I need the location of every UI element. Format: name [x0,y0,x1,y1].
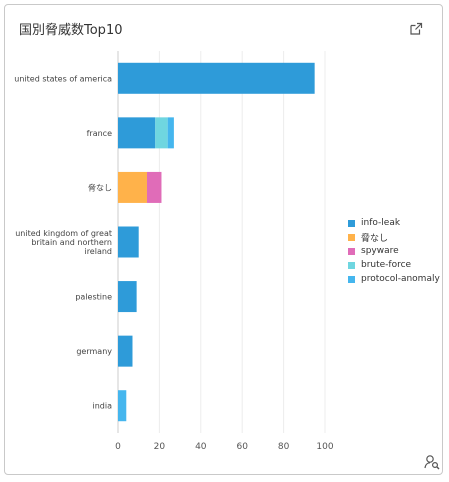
external-link-icon[interactable] [408,21,424,37]
y-category-label: india [93,402,113,411]
x-tick-label: 20 [154,442,166,452]
legend-swatch [348,275,355,283]
bar-segment-info-leak [118,117,156,149]
legend-swatch [348,261,355,269]
card-title: 国別脅威数Top10 [19,23,123,38]
legend-item[interactable]: protocol-anomaly [348,272,440,286]
y-category-label: united states of america [14,74,112,83]
x-tick-label: 40 [195,442,207,452]
bar-segment-brute-force [155,117,168,149]
y-category-label: france [87,129,112,138]
legend-swatch [348,233,355,241]
bar-chart: 0 20 40 60 80 100 united states of america fran… [14,51,334,452]
chart-legend: info-leak 脅なし spyware brute-force protocol-a… [348,216,440,286]
bar-segment-spyware [146,171,162,203]
legend-swatch [348,219,355,227]
y-category-label: 脅なし [88,182,112,192]
legend-item[interactable]: brute-force [348,258,440,272]
legend-label: info-leak [361,218,401,228]
legend-label: spyware [361,246,399,256]
x-tick-label: 100 [316,442,333,452]
chart-card: 国別脅威数Top10 0 20 40 60 80 100 united states of … [4,4,443,475]
legend-swatch [348,247,355,255]
legend-item[interactable]: 脅なし [348,230,440,244]
bar-segment-info-leak [118,226,139,258]
legend-item[interactable]: info-leak [348,216,440,230]
legend-label: protocol-anomaly [361,274,440,284]
legend-label: brute-force [361,260,412,270]
bar-segment-info-leak [118,281,137,313]
legend-label: 脅なし [361,233,389,244]
y-category-label: germany [76,347,112,356]
user-search-icon[interactable] [424,454,440,470]
bar-segment-protocol-anomaly [167,117,174,149]
bar-segment-protocol-anomaly [118,390,127,422]
y-category-label: palestine [75,293,112,302]
legend-item[interactable]: spyware [348,244,440,258]
x-tick-label: 0 [115,442,121,452]
bar-segment-info-leak [118,62,315,94]
y-category-label: united kingdom of great britain and north… [15,229,112,256]
bar-segment-info-leak [118,335,133,367]
x-tick-label: 80 [278,442,290,452]
x-tick-label: 60 [236,442,248,452]
bar-segment-脅なし [118,171,147,203]
